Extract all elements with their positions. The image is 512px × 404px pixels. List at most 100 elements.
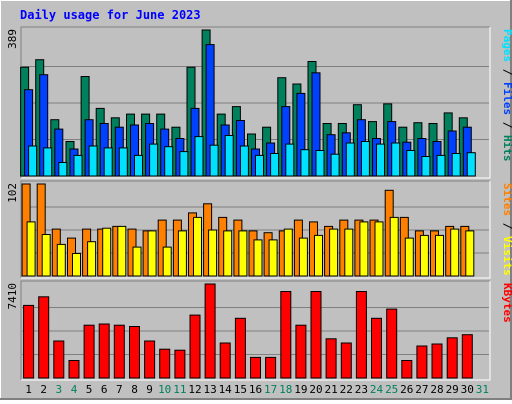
bar-pages-day-19 bbox=[300, 149, 310, 177]
bar-kbytes-day-16 bbox=[250, 356, 261, 379]
bar-pages-day-3 bbox=[58, 162, 68, 177]
bar-kbytes-day-7 bbox=[113, 324, 125, 379]
bar-kbytes-day-2 bbox=[38, 296, 50, 379]
bar-kbytes-day-29 bbox=[446, 337, 458, 379]
bar-sites-day-17 bbox=[268, 239, 278, 277]
bar-sites-day-2 bbox=[41, 234, 51, 277]
day-label-19: 19 bbox=[294, 383, 307, 396]
bar-kbytes-day-21 bbox=[325, 338, 337, 379]
legend-item-pages: Pages bbox=[501, 29, 512, 62]
bar-sites-day-1 bbox=[26, 221, 36, 277]
bar-pages-day-27 bbox=[421, 156, 431, 177]
bar-pages-day-18 bbox=[285, 143, 295, 177]
bar-kbytes-day-28 bbox=[431, 343, 443, 379]
bar-pages-day-23 bbox=[360, 141, 370, 177]
bar-pages-day-9 bbox=[149, 143, 159, 177]
bar-pages-day-10 bbox=[164, 146, 174, 177]
series-legend: Sites / Visits bbox=[501, 183, 512, 276]
bar-pages-day-14 bbox=[224, 135, 234, 177]
bar-pages-day-8 bbox=[134, 154, 143, 177]
bar-pages-day-28 bbox=[436, 154, 446, 177]
bar-kbytes-day-18 bbox=[280, 291, 292, 379]
bar-pages-day-12 bbox=[194, 136, 204, 177]
bar-kbytes-day-11 bbox=[174, 349, 186, 379]
day-label-30: 30 bbox=[461, 383, 474, 396]
bar-sites-day-30 bbox=[465, 230, 475, 277]
day-label-17: 17 bbox=[264, 383, 277, 396]
day-label-25: 25 bbox=[385, 383, 398, 396]
bar-kbytes-day-10 bbox=[159, 348, 171, 379]
plot-border-shadow bbox=[20, 180, 490, 278]
day-label-6: 6 bbox=[101, 383, 108, 396]
day-label-27: 27 bbox=[415, 383, 428, 396]
bar-sites-day-6 bbox=[102, 227, 112, 277]
bar-pages-day-5 bbox=[88, 145, 98, 177]
bar-pages-day-11 bbox=[179, 151, 189, 177]
bar-pages-day-30 bbox=[466, 152, 476, 177]
bar-kbytes-day-24 bbox=[371, 317, 382, 379]
bar-sites-day-8 bbox=[132, 246, 142, 277]
max-value-label: 389 bbox=[6, 29, 19, 49]
bar-pages-day-13 bbox=[209, 144, 219, 177]
day-label-15: 15 bbox=[234, 383, 247, 396]
legend-item-files: Files bbox=[501, 82, 512, 115]
bar-sites-day-22 bbox=[344, 228, 354, 277]
bar-kbytes-day-4 bbox=[68, 360, 80, 379]
legend-separator: / bbox=[501, 115, 512, 135]
bar-sites-day-15 bbox=[238, 230, 248, 277]
bar-pages-day-22 bbox=[345, 142, 355, 177]
bar-kbytes-day-14 bbox=[219, 342, 231, 379]
bar-sites-day-18 bbox=[283, 228, 293, 277]
bar-kbytes-day-17 bbox=[265, 356, 277, 379]
bar-kbytes-day-6 bbox=[98, 323, 110, 379]
day-label-7: 7 bbox=[116, 383, 123, 396]
bar-pages-day-24 bbox=[376, 143, 385, 177]
day-label-9: 9 bbox=[146, 383, 153, 396]
bar-kbytes-day-26 bbox=[401, 360, 413, 379]
day-label-21: 21 bbox=[324, 383, 337, 396]
bar-kbytes-day-25 bbox=[386, 308, 398, 379]
plot-border-highlight bbox=[21, 27, 491, 179]
day-label-31: 31 bbox=[476, 383, 489, 396]
panel-kbytes: 7410 KBytes bbox=[6, 280, 512, 381]
bar-kbytes-day-30 bbox=[461, 334, 473, 379]
day-label-2: 2 bbox=[40, 383, 47, 396]
panel-sites-visits: 102 Sites / Visits bbox=[6, 180, 512, 279]
day-label-29: 29 bbox=[446, 383, 459, 396]
bar-pages-day-1 bbox=[28, 145, 38, 177]
day-label-14: 14 bbox=[219, 383, 233, 396]
legend-separator: / bbox=[501, 216, 512, 236]
bar-kbytes-day-19 bbox=[295, 324, 307, 379]
plot-border-shadow bbox=[20, 280, 490, 380]
bar-sites-day-16 bbox=[253, 239, 263, 277]
bar-visits-day-2 bbox=[36, 183, 46, 277]
bar-pages-day-4 bbox=[73, 154, 83, 177]
series-legend: Pages / Files / Hits bbox=[501, 29, 512, 162]
max-value-label: 102 bbox=[6, 183, 19, 203]
series-legend: KBytes bbox=[501, 283, 512, 323]
bar-kbytes-day-13 bbox=[204, 283, 216, 379]
legend-item-visits: Visits bbox=[501, 236, 512, 276]
day-label-28: 28 bbox=[430, 383, 443, 396]
day-label-23: 23 bbox=[355, 383, 368, 396]
bar-sites-day-26 bbox=[404, 237, 414, 277]
bar-pages-day-17 bbox=[270, 153, 280, 177]
day-label-3: 3 bbox=[55, 383, 62, 396]
legend-separator: / bbox=[501, 62, 512, 82]
bar-pages-day-21 bbox=[330, 153, 340, 177]
bar-sites-day-20 bbox=[314, 234, 323, 277]
bar-sites-day-29 bbox=[450, 228, 460, 277]
plot-border-highlight bbox=[21, 281, 491, 381]
day-label-18: 18 bbox=[279, 383, 292, 396]
bar-pages-day-7 bbox=[118, 147, 128, 177]
bar-sites-day-5 bbox=[87, 241, 97, 277]
day-label-1: 1 bbox=[25, 383, 32, 396]
bar-sites-day-13 bbox=[208, 229, 218, 277]
bar-sites-day-21 bbox=[329, 228, 339, 277]
bar-sites-day-7 bbox=[117, 225, 127, 277]
chart-panels: 389 Pages / Files / Hits 102 Sites / Visits… bbox=[6, 26, 512, 381]
bar-pages-day-20 bbox=[315, 150, 325, 177]
plot-border-highlight bbox=[21, 181, 491, 279]
bar-pages-day-2 bbox=[43, 147, 53, 177]
